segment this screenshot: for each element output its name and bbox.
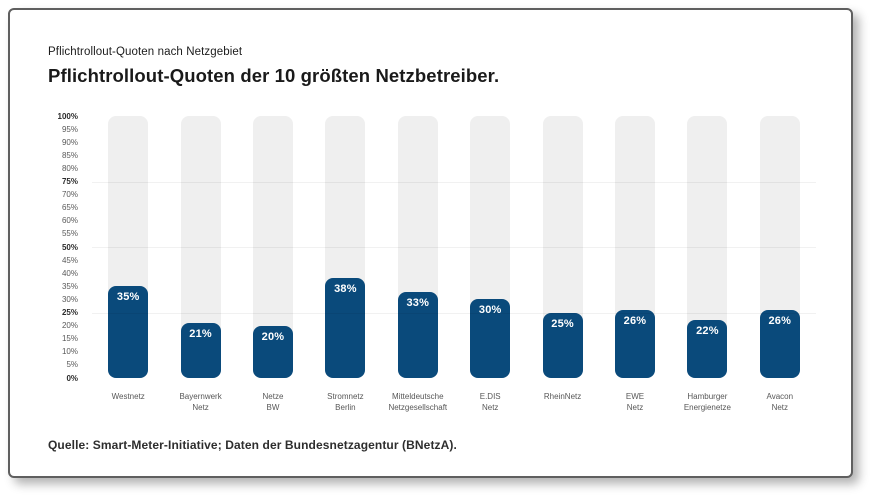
y-tick-label: 25%	[61, 308, 78, 317]
bar-value-label: 22%	[696, 325, 719, 338]
plot-area: 35% 21% 20% 38% 33% 30% 25% 26% 22% 26%	[92, 116, 816, 378]
bar-column: 38%	[325, 116, 366, 378]
bar-cell: 38%	[309, 116, 381, 378]
y-tick-label: 45%	[61, 255, 78, 265]
bar-value-label: 33%	[406, 296, 430, 309]
x-category-label: Stromnetz Berlin	[327, 392, 364, 412]
bar-cell: 25%	[526, 116, 598, 378]
x-category-label: Bayernwerk Netz	[179, 392, 222, 412]
bar-cell: 30%	[454, 116, 526, 378]
bar-cell: 21%	[164, 116, 236, 378]
y-tick-label: 50%	[61, 242, 78, 252]
y-tick-label: 30%	[61, 294, 78, 304]
bar: 30%	[470, 299, 511, 378]
x-category-label: E.DIS Netz	[479, 392, 501, 412]
gridline	[92, 247, 816, 248]
bar-chart: 100% 95% 90% 85% 80% 75% 70% 65% 60% 55% 50% 45% 40%…	[48, 112, 816, 383]
bar-column: 33%	[397, 116, 438, 378]
bar-column: 22%	[687, 116, 728, 378]
x-category-label: Hamburger Energienetze	[683, 392, 731, 412]
bar-value-label: 38%	[334, 283, 357, 296]
y-axis: 100% 95% 90% 85% 80% 75% 70% 65% 60% 55% 50% 45% 40%…	[48, 112, 78, 383]
gridline	[92, 312, 816, 314]
y-tick-label: 15%	[61, 334, 78, 344]
y-tick-label: 90%	[61, 137, 78, 147]
y-tick-label: 55%	[61, 229, 78, 239]
bar-value-label: 30%	[478, 304, 502, 317]
bar-column: 30%	[470, 116, 511, 378]
bar-cell: 22%	[671, 116, 743, 378]
gridline	[92, 181, 816, 183]
bar-cell: 35%	[92, 116, 164, 378]
bar-value-label: 25%	[551, 317, 574, 330]
bar-value-label: 35%	[116, 291, 140, 304]
bar-cell: 26%	[744, 116, 816, 378]
y-tick-label: 10%	[61, 347, 78, 357]
bar-cell: 20%	[237, 116, 309, 378]
bar-cell: 26%	[599, 116, 671, 378]
source-note: Quelle: Smart-Meter-Initiative; Daten de…	[48, 438, 457, 452]
bar-columns: 35% 21% 20% 38% 33% 30% 25% 26% 22% 26%	[92, 116, 816, 378]
chart-title: Pflichtrollout-Quoten der 10 größten Net…	[48, 65, 500, 86]
bar: 21%	[180, 322, 221, 378]
y-tick-label: 80%	[61, 163, 78, 173]
y-tick-label: 5%	[66, 360, 78, 370]
y-tick-label: 0%	[66, 373, 78, 383]
bar-column: 26%	[614, 116, 655, 378]
y-tick-label: 65%	[61, 203, 78, 213]
bar-column: 21%	[180, 116, 221, 378]
bar-value-label: 26%	[768, 314, 792, 327]
y-tick-label: 85%	[61, 150, 78, 160]
bar: 20%	[252, 325, 293, 378]
x-category-label: Avacon Netz	[766, 392, 794, 412]
chart-subtitle: Pflichtrollout-Quoten nach Netzgebiet	[48, 46, 243, 58]
bar-column: 25%	[542, 116, 583, 378]
bar: 22%	[687, 320, 728, 378]
x-category-label: Westnetz	[111, 392, 145, 401]
bar-value-label: 20%	[261, 330, 285, 343]
chart-card: Pflichtrollout-Quoten nach Netzgebiet Pf…	[8, 8, 853, 478]
y-tick-label: 95%	[61, 124, 78, 134]
bar: 38%	[325, 278, 366, 378]
x-category-label: RheinNetz	[543, 392, 582, 401]
bar: 25%	[542, 312, 583, 378]
bar-column: 20%	[252, 116, 293, 378]
bar: 35%	[108, 286, 149, 378]
y-tick-label: 75%	[61, 177, 78, 186]
y-tick-label: 70%	[61, 190, 78, 200]
x-category-label: Netze BW	[262, 392, 284, 412]
x-category-label: Mitteldeutsche Netzgesellschaft	[388, 392, 448, 412]
y-tick-label: 60%	[61, 216, 78, 226]
bar: 26%	[759, 309, 800, 378]
bar-column: 35%	[108, 116, 149, 378]
x-axis-labels: Westnetz Bayernwerk Netz Netze BW Stromnetz Be…	[92, 391, 816, 413]
bar: 33%	[397, 291, 438, 378]
bar-value-label: 21%	[189, 327, 212, 340]
bar-cell: 33%	[382, 116, 454, 378]
bar: 26%	[614, 309, 655, 378]
bar-column: 26%	[759, 116, 800, 378]
y-tick-label: 100%	[57, 111, 78, 121]
y-tick-label: 40%	[61, 268, 78, 278]
bar-value-label: 26%	[623, 314, 647, 327]
x-category-label: EWE Netz	[625, 392, 645, 412]
y-tick-label: 35%	[61, 281, 78, 291]
y-tick-label: 20%	[61, 321, 78, 331]
